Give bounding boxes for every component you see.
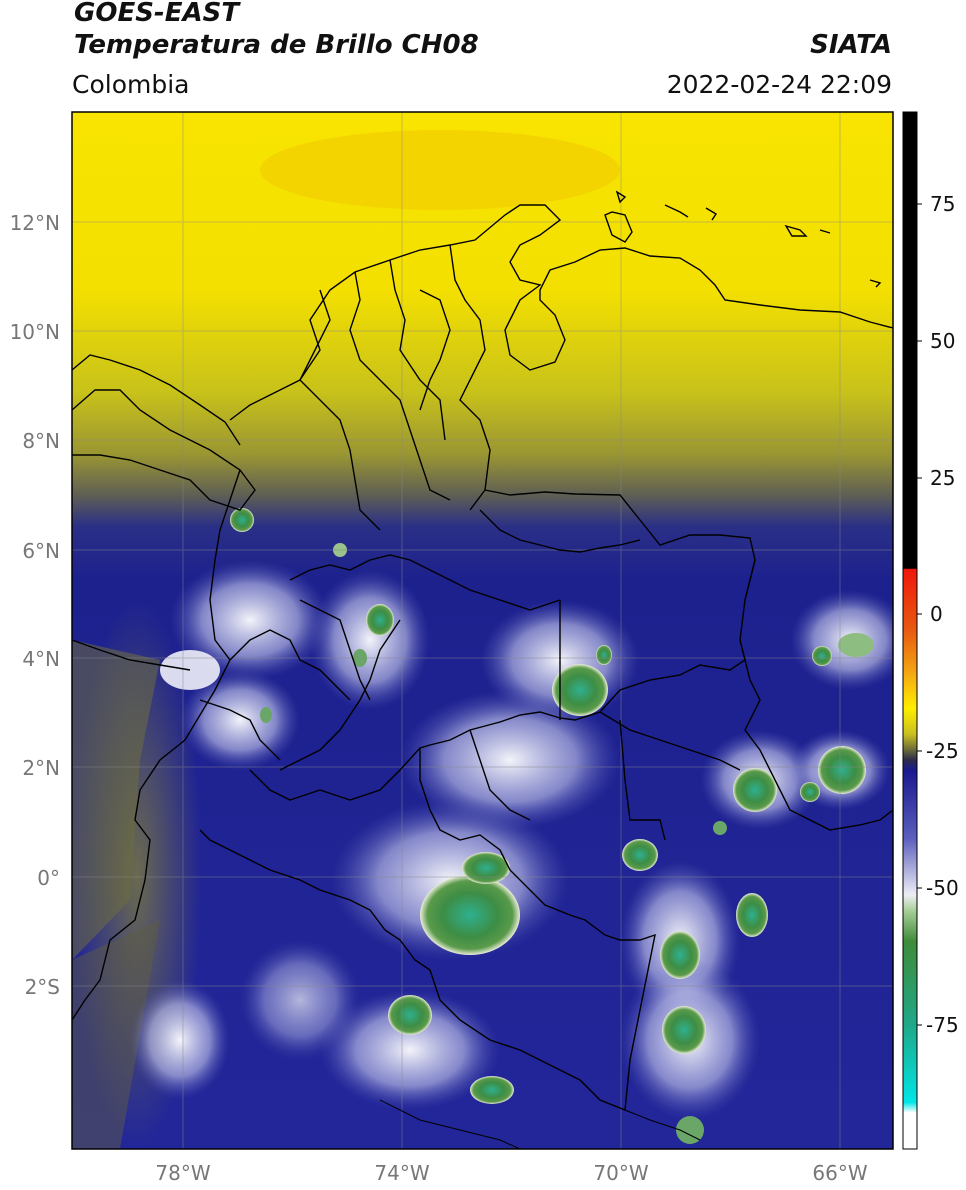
lat-label: 10°N (10, 320, 60, 344)
borders (72, 190, 893, 1149)
map-field (72, 112, 893, 1149)
lat-label: 2°N (22, 756, 60, 780)
datetime-label: 2022-02-24 22:09 (666, 70, 892, 99)
lon-label: 78°W (155, 1161, 210, 1185)
lat-label: 2°S (25, 975, 60, 999)
lat-label: 6°N (22, 539, 60, 563)
product-title: Temperatura de Brillo CH08 (74, 30, 479, 60)
lat-label: 0° (37, 866, 60, 890)
lon-label: 74°W (374, 1161, 429, 1185)
lon-label: 70°W (593, 1161, 648, 1185)
colorbar-tick: -50 (926, 876, 959, 900)
lat-label: 8°N (22, 429, 60, 453)
colorbar-gradient (902, 111, 918, 1150)
longitude-labels: 78°W 74°W 70°W 66°W (155, 1161, 867, 1185)
colorbar-tick: 50 (930, 329, 955, 353)
colorbar-tick: -75 (926, 1013, 959, 1037)
region-label: Colombia (72, 70, 190, 99)
colorbar-tick: 75 (930, 192, 955, 216)
colorbar-tick: 25 (930, 466, 955, 490)
colorbar-tick: -25 (926, 739, 959, 763)
lat-label: 12°N (10, 211, 60, 235)
graticule (72, 112, 893, 1149)
colorbar-tick: 0 (930, 602, 943, 626)
map-frame (71, 111, 894, 1150)
satellite-title: GOES-EAST (74, 0, 240, 28)
lon-label: 66°W (812, 1161, 867, 1185)
lat-label: 4°N (22, 647, 60, 671)
colorbar: 75 50 25 0 -25 -50 -75 (902, 111, 959, 1150)
source-label: SIATA (810, 30, 892, 60)
latitude-labels: 12°N 10°N 8°N 6°N 4°N 2°N 0° 2°S (10, 211, 60, 999)
